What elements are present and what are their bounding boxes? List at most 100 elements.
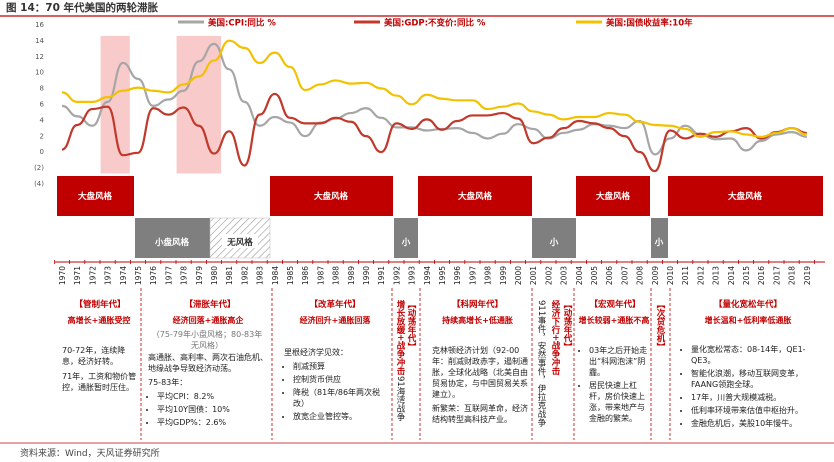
y-axis: 16 14 12 10 8 6 4 2 0 (2) (4) (34, 21, 44, 188)
year-label: 1979 (195, 266, 204, 285)
era-head: 经济回升+通胀回落 (299, 316, 371, 325)
era-bullet: 平均10Y国债：10% (157, 404, 268, 415)
year-label: 1972 (88, 266, 97, 285)
year-label: 1996 (453, 266, 462, 285)
era-bullet: 放宽企业管控等。 (293, 411, 390, 422)
year-label: 2001 (529, 266, 538, 285)
era-title: 【管制年代】 (74, 300, 126, 310)
year-label: 1974 (119, 266, 128, 285)
year-label: 1997 (468, 266, 477, 285)
y-tick-label: (4) (34, 180, 44, 188)
no-style-label-bg (222, 234, 258, 248)
era-vhead: 经济下行+战争冲击 (550, 300, 560, 376)
year-label: 1992 (392, 266, 401, 285)
year-label: 1973 (104, 266, 113, 285)
small-cap-label: 小 (549, 237, 559, 248)
big-cap-label: 大盘风格 (458, 191, 493, 202)
era-para: 克林顿经济计划（92-00年：削减财政赤字，遏制通胀，全球化战略（北美自由贸易协… (432, 346, 528, 399)
era-bullet: 平均CPI：8.2% (157, 391, 268, 402)
era-bullet: 03年之后开始走出“科网泡沫”阴霾。 (589, 345, 650, 378)
era-para: 高通胀、高利率、两次石油危机、地缘战争导致经济动荡。 (148, 353, 268, 373)
y-tick-label: (2) (34, 164, 44, 172)
big-cap-block (57, 176, 134, 216)
era-vtitle: 【次贷危机】 (655, 300, 665, 351)
era-vbody: 911事件，安然事件，伊拉克战争 (536, 300, 546, 427)
series-line-1 (61, 92, 807, 173)
y-tick-label: 6 (40, 101, 45, 109)
small-cap-label: 小 (401, 237, 411, 248)
small-cap-label: 小 (654, 237, 664, 248)
year-label: 2005 (590, 266, 599, 285)
year-label: 1993 (408, 266, 417, 285)
series-line-2 (61, 39, 807, 138)
year-label: 2004 (575, 266, 584, 285)
year-label: 1970 (58, 266, 67, 285)
era-body: 70-72年，连续降息，经济好转。 71年，工资和物价管控，通胀暂时压住。 (62, 345, 138, 393)
small-cap-label: 小盘风格 (154, 237, 190, 248)
small-cap-block (394, 218, 418, 258)
year-label: 1980 (210, 266, 219, 285)
year-label: 2008 (636, 266, 645, 285)
year-label: 2011 (681, 266, 690, 285)
year-label: 1987 (316, 266, 325, 285)
year-label: 1999 (499, 266, 508, 285)
year-label: 2006 (605, 266, 614, 285)
figure-title: 图 14：70 年代美国的两轮滞胀 (6, 1, 159, 14)
year-label: 2012 (696, 266, 705, 285)
y-tick-label: 10 (35, 69, 44, 77)
era-bullet: 削减预算 (293, 361, 390, 372)
era-bullet: 居民快速上杠杆，房价快速上涨，带来地产与金融的繁荣。 (589, 380, 650, 424)
year-label: 1977 (164, 266, 173, 285)
era-para: 新繁荣：互联网革命，经济结构转型高科技产业。 (432, 404, 528, 424)
series-line-0 (61, 42, 807, 156)
era-title: 【科网年代】 (451, 300, 503, 310)
y-tick-label: 12 (35, 53, 44, 61)
legend-label: 美国:CPI:同比 % (208, 18, 276, 29)
small-cap-block (532, 218, 576, 258)
era-vtitle: 【动荡年代】 (562, 300, 572, 351)
year-label: 1976 (149, 266, 158, 285)
year-timeline: 1970 1971 1972 1973 1974 1975 1976 1977 1978 1979… (54, 260, 825, 285)
year-label: 1988 (332, 266, 341, 285)
year-label: 1975 (134, 266, 143, 285)
year-label: 2000 (514, 266, 523, 285)
era-head: 持续高增长+低通胀 (442, 316, 513, 325)
source-note: 资料来源：Wind，天风证券研究所 (20, 447, 160, 459)
era-title: 【滞胀年代】 (184, 300, 236, 310)
era-vhead: 增长放缓+战争冲击 (395, 300, 405, 376)
year-label: 1994 (423, 266, 432, 285)
year-label: 1978 (180, 266, 189, 285)
big-cap-block (576, 176, 650, 216)
year-label: 2010 (666, 266, 675, 285)
era-vtitle: 【动荡年代】 (406, 300, 416, 351)
era-body: 量化宽松常态：08-14年，QE1-QE3。 智能化浪潮，移动互联网变革，FAA… (682, 344, 816, 431)
era-vbody: 91海湾战争 (395, 376, 405, 421)
year-label: 2007 (620, 266, 629, 285)
year-label: 1991 (377, 266, 386, 285)
year-label: 2002 (544, 266, 553, 285)
stagflation-highlight (100, 35, 130, 174)
legend-label: 美国:国债收益率:10年 (606, 18, 693, 29)
era-para: 70-72年，连续降息，经济好转。 (62, 346, 126, 366)
y-tick-label: 2 (40, 132, 44, 140)
era-title: 【改革年代】 (309, 300, 361, 310)
year-label: 2019 (803, 266, 812, 285)
big-cap-block (270, 176, 393, 216)
era-note: （75-79年小盘风格；80-83年无风格） (151, 330, 263, 350)
no-style-label: 无风格 (226, 237, 253, 248)
era-bullet: 17年，川普大规模减税。 (691, 392, 816, 403)
era-head: 增长较弱+通胀不高 (578, 316, 650, 325)
era-bullet: 降税（81年/86年两次税改） (293, 387, 390, 409)
year-label: 2018 (788, 266, 797, 285)
era-bullet: 智能化浪潮，移动互联网变革，FAANG领跑全球。 (691, 368, 816, 390)
year-label: 2014 (727, 266, 736, 285)
era-para: 71年，工资和物价管控，通胀暂时压住。 (62, 372, 137, 392)
year-label: 1990 (362, 266, 371, 285)
year-label: 1986 (301, 266, 310, 285)
era-body: 高通胀、高利率、两次石油危机、地缘战争导致经济动荡。 75-83年： 平均CPI… (148, 352, 268, 430)
big-cap-block (418, 176, 532, 216)
small-cap-block (135, 218, 210, 258)
era-body: 03年之后开始走出“科网泡沫”阴霾。 居民快速上杠杆，房价快速上涨，带来地产与金… (580, 345, 650, 426)
year-label: 2009 (651, 266, 660, 285)
big-cap-label: 大盘风格 (596, 191, 631, 202)
